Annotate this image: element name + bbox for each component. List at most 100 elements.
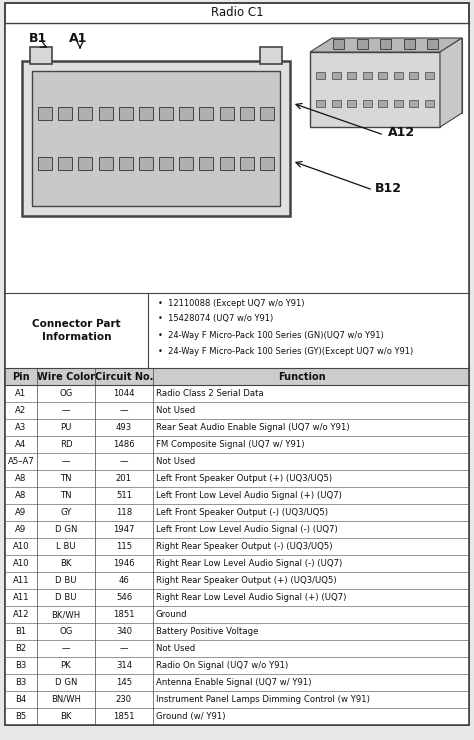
Bar (38, 157, 52, 169)
Text: OG: OG (59, 389, 73, 398)
Bar (240, 157, 254, 169)
Text: A5–A7: A5–A7 (8, 457, 35, 466)
Text: A8: A8 (15, 491, 27, 500)
Text: Not Used: Not Used (156, 457, 195, 466)
Bar (260, 107, 274, 121)
Text: RD: RD (60, 440, 73, 449)
Text: A12: A12 (388, 127, 415, 140)
Bar (5, 453, 469, 470)
Bar (332, 100, 341, 107)
Text: 145: 145 (116, 678, 132, 687)
Bar (425, 100, 434, 107)
Bar (363, 73, 372, 79)
Text: Right Rear Speaker Output (+) (UQ3/UQ5): Right Rear Speaker Output (+) (UQ3/UQ5) (156, 576, 337, 585)
Text: A10: A10 (13, 542, 29, 551)
Bar (5, 708, 469, 725)
Bar (5, 402, 469, 419)
Bar (347, 100, 356, 107)
Text: Left Front Speaker Output (+) (UQ3/UQ5): Left Front Speaker Output (+) (UQ3/UQ5) (156, 474, 332, 483)
Bar (139, 107, 153, 121)
Text: A8: A8 (15, 474, 27, 483)
Bar (119, 157, 133, 169)
Bar (425, 73, 434, 79)
Text: Function: Function (278, 371, 326, 382)
Text: —: — (120, 644, 128, 653)
Text: 1044: 1044 (113, 389, 135, 398)
Bar (317, 73, 326, 79)
Text: TN: TN (60, 474, 72, 483)
Text: A1: A1 (69, 32, 87, 44)
Bar (22, 61, 290, 216)
Bar (378, 100, 387, 107)
Bar (30, 47, 52, 64)
Text: Radio Class 2 Serial Data: Radio Class 2 Serial Data (156, 389, 264, 398)
Text: TN: TN (60, 491, 72, 500)
Text: —: — (120, 406, 128, 415)
Bar (200, 107, 213, 121)
Bar (428, 39, 438, 49)
Bar (260, 47, 282, 64)
Text: Wire Color: Wire Color (37, 371, 95, 382)
Text: 46: 46 (118, 576, 129, 585)
Text: D BU: D BU (55, 593, 77, 602)
Bar (409, 100, 418, 107)
Text: BK: BK (60, 559, 72, 568)
Text: 546: 546 (116, 593, 132, 602)
Text: Ground (w/ Y91): Ground (w/ Y91) (156, 712, 226, 721)
Bar (139, 157, 153, 169)
Text: A11: A11 (13, 576, 29, 585)
Polygon shape (310, 52, 440, 127)
Bar (5, 521, 469, 538)
Text: Left Front Speaker Output (-) (UQ3/UQ5): Left Front Speaker Output (-) (UQ3/UQ5) (156, 508, 328, 517)
Text: —: — (62, 406, 70, 415)
Bar (357, 39, 368, 49)
Bar (5, 23, 469, 293)
Bar (159, 157, 173, 169)
Text: Rear Seat Audio Enable Signal (UQ7 w/o Y91): Rear Seat Audio Enable Signal (UQ7 w/o Y… (156, 423, 350, 432)
Text: A3: A3 (15, 423, 27, 432)
Bar (200, 157, 213, 169)
Bar (179, 157, 193, 169)
Text: Not Used: Not Used (156, 406, 195, 415)
Bar (38, 107, 52, 121)
Bar (332, 73, 341, 79)
Text: D GN: D GN (55, 525, 77, 534)
Bar (5, 640, 469, 657)
Text: B2: B2 (15, 644, 27, 653)
Bar (240, 107, 254, 121)
Bar (409, 73, 418, 79)
Text: BK: BK (60, 712, 72, 721)
Bar (5, 436, 469, 453)
Text: L BU: L BU (56, 542, 76, 551)
Text: 1851: 1851 (113, 712, 135, 721)
Text: —: — (120, 457, 128, 466)
Text: 1486: 1486 (113, 440, 135, 449)
Text: A9: A9 (15, 525, 27, 534)
Bar (58, 157, 73, 169)
Bar (378, 73, 387, 79)
Text: 340: 340 (116, 627, 132, 636)
Text: FM Composite Signal (UQ7 w/ Y91): FM Composite Signal (UQ7 w/ Y91) (156, 440, 304, 449)
Bar (5, 368, 469, 385)
Bar (5, 487, 469, 504)
Text: 1946: 1946 (113, 559, 135, 568)
Text: A4: A4 (15, 440, 27, 449)
Text: B5: B5 (15, 712, 27, 721)
Bar (219, 157, 234, 169)
Text: PU: PU (60, 423, 72, 432)
Bar (32, 71, 280, 206)
Text: Antenna Enable Signal (UQ7 w/ Y91): Antenna Enable Signal (UQ7 w/ Y91) (156, 678, 311, 687)
Text: Not Used: Not Used (156, 644, 195, 653)
Text: Left Front Low Level Audio Signal (+) (UQ7): Left Front Low Level Audio Signal (+) (U… (156, 491, 342, 500)
Bar (5, 623, 469, 640)
Text: BK/WH: BK/WH (52, 610, 81, 619)
Polygon shape (440, 38, 462, 127)
Bar (99, 157, 113, 169)
Bar (5, 691, 469, 708)
Text: B3: B3 (15, 678, 27, 687)
Text: Connector Part
Information: Connector Part Information (32, 319, 121, 342)
Bar (5, 606, 469, 623)
Bar (5, 674, 469, 691)
Text: B4: B4 (15, 695, 27, 704)
Bar (363, 100, 372, 107)
